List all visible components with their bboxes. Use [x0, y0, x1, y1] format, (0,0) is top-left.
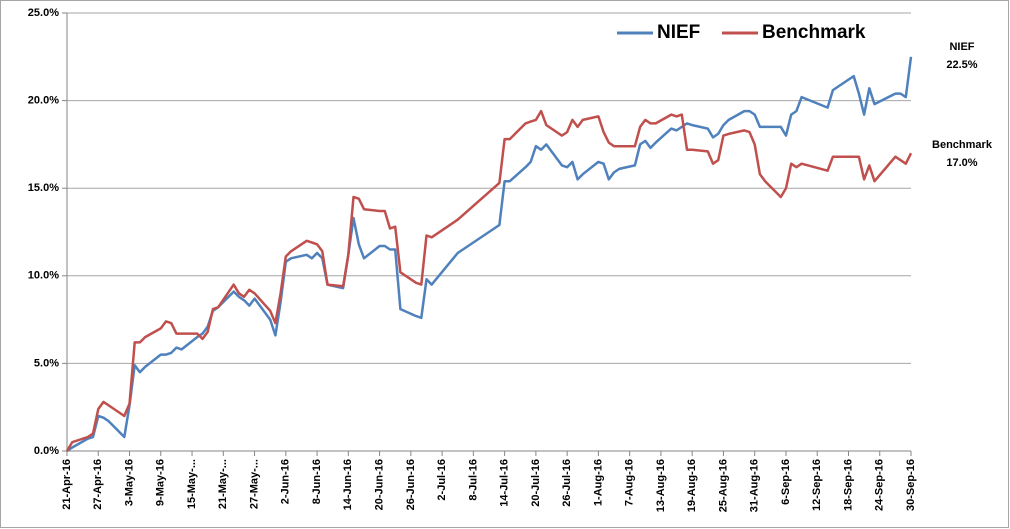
x-tick-label: 3-May-16 [123, 459, 135, 506]
x-tick-label: 14-Jul-16 [499, 459, 511, 507]
x-tick-label: 8-Jun-16 [311, 459, 323, 504]
y-tick-label: 5.0% [34, 357, 59, 369]
end-label-value: 17.0% [946, 157, 977, 169]
legend-label: NIEF [657, 22, 700, 43]
x-tick-label: 7-Aug-16 [624, 459, 636, 506]
x-tick-label: 2-Jul-16 [436, 459, 448, 501]
y-tick-label: 25.0% [28, 7, 59, 19]
end-label-name: NIEF [949, 41, 974, 53]
x-tick-label: 20-Jul-16 [530, 459, 542, 507]
x-tick-label: 9-May-16 [155, 459, 167, 506]
x-tick-label: 6-Sep-16 [780, 459, 792, 505]
x-tick-label: 30-Sep-16 [905, 459, 917, 511]
y-tick-label: 20.0% [28, 95, 59, 107]
x-tick-label: 2-Jun-16 [280, 459, 292, 504]
x-tick-label: 21-Apr-16 [61, 459, 73, 510]
x-tick-label: 8-Jul-16 [467, 459, 479, 501]
x-tick-label: 26-Jun-16 [405, 459, 417, 510]
x-tick-label: 21-May-... [217, 459, 229, 509]
x-tick-label: 20-Jun-16 [373, 459, 385, 510]
x-tick-label: 24-Sep-16 [874, 459, 886, 511]
x-tick-label: 27-May-... [248, 459, 260, 509]
x-tick-label: 31-Aug-16 [749, 459, 761, 512]
legend-label: Benchmark [762, 22, 866, 43]
x-tick-label: 13-Aug-16 [655, 459, 667, 512]
x-tick-label: 18-Sep-16 [842, 459, 854, 511]
y-tick-label: 10.0% [28, 270, 59, 282]
x-tick-label: 12-Sep-16 [811, 459, 823, 511]
x-tick-label: 25-Aug-16 [717, 459, 729, 512]
y-tick-label: 0.0% [34, 445, 59, 457]
x-tick-label: 26-Jul-16 [561, 459, 573, 507]
y-tick-label: 15.0% [28, 182, 59, 194]
x-tick-label: 19-Aug-16 [686, 459, 698, 512]
end-label-name: Benchmark [932, 139, 993, 151]
x-tick-label: 1-Aug-16 [592, 459, 604, 506]
x-tick-label: 15-May-... [186, 459, 198, 509]
line-series [65, 109, 913, 452]
x-tick-label: 27-Apr-16 [92, 459, 104, 510]
end-label-value: 22.5% [946, 59, 977, 71]
x-tick-label: 14-Jun-16 [342, 459, 354, 510]
